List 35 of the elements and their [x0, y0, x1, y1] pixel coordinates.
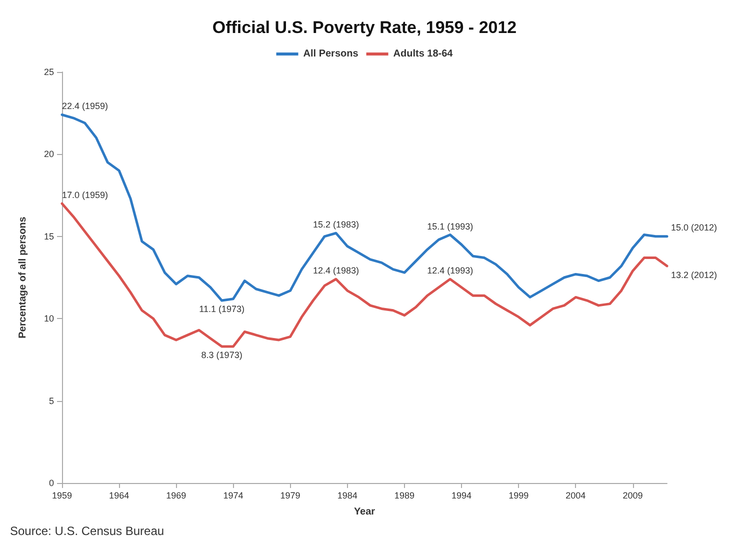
source-note: Source: U.S. Census Bureau [10, 524, 164, 538]
x-tick-label: 1994 [452, 490, 472, 500]
x-tick-label: 2004 [566, 490, 586, 500]
x-tick-label: 2009 [622, 490, 643, 500]
legend-label: All Persons [303, 48, 359, 60]
line-series [60, 113, 668, 302]
y-tick-label: 10 [44, 314, 54, 324]
annotation: 12.4 (1983) [312, 266, 359, 276]
annotation: 22.4 (1959) [62, 101, 108, 112]
x-tick-label: 1969 [166, 490, 186, 500]
y-tick-label: 15 [44, 231, 54, 242]
line-series [60, 202, 668, 348]
y-tick-label: 5 [48, 396, 54, 406]
x-tick-label: 1974 [223, 490, 244, 500]
annotation: 8.3 (1973) [201, 350, 242, 360]
y-axis-title: Percentage of all persons [18, 216, 28, 338]
x-tick-label: 1999 [508, 490, 529, 500]
annotation: 13.2 (2012) [671, 270, 718, 280]
x-tick-label: 1979 [280, 490, 300, 500]
x-tick-label: 1964 [109, 490, 130, 500]
x-tick-label: 1989 [394, 490, 414, 500]
annotation: 11.1 (1973) [199, 304, 244, 314]
annotation: 12.4 (1993) [427, 266, 474, 276]
y-tick-label: 0 [48, 478, 54, 488]
annotation: 15.1 (1993) [427, 221, 474, 232]
legend-label: Adults 18-64 [393, 48, 454, 60]
annotation: 17.0 (1959) [62, 190, 108, 200]
x-tick-label: 1959 [52, 490, 72, 500]
annotation: 15.2 (1983) [312, 220, 359, 230]
annotation: 15.0 (2012) [671, 222, 718, 232]
x-axis-title: Year [354, 506, 376, 518]
x-tick-label: 1984 [337, 490, 358, 500]
y-tick-label: 20 [44, 149, 54, 160]
chart-title: Official U.S. Poverty Rate, 1959 - 2012 [212, 18, 517, 37]
y-tick-label: 25 [44, 67, 54, 77]
